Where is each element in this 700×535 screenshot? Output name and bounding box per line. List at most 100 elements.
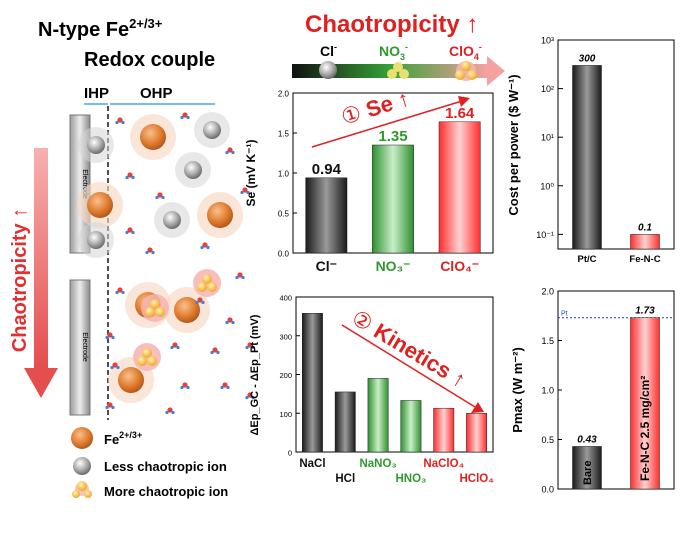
y-tick-label: 200 [279,371,292,380]
seebeck-bar [305,177,348,254]
legend-fe: Fe2+/3+ [104,430,142,447]
ihp-label: IHP [84,85,109,102]
header-clo4-cluster-icon [455,61,477,81]
cost-frame [557,39,675,250]
kinetics-trend-arrow-head [471,402,484,413]
cost-chart: 10⁻¹ 10⁰ 10¹ 10² 10³ 300 Pt/C 0.1 Fe-N-C Cost p… [506,36,675,265]
chaotropicity-title: Chaotropicity ↑ [305,11,478,38]
seebeck-value-label: 1.35 [378,128,407,145]
water-molecule [210,347,220,355]
water-molecule [200,242,210,250]
kinetics-bar [400,400,422,453]
water-molecule [105,402,115,410]
header-no3-cluster-icon [387,62,409,79]
water-molecule [195,297,205,305]
water-molecule [245,342,255,350]
cost-ylabel: Cost per power ($ W⁻¹) [506,74,521,215]
ohp-label: OHP [140,85,173,102]
water-molecule [115,117,125,125]
less-chaotropic-ion [163,211,181,229]
seebeck-bar [372,144,414,254]
kinetics-bar [466,413,488,453]
electrode-label-bottom: Electrode [81,332,88,362]
y-tick-label: 2.0 [541,287,554,297]
water-molecule [220,382,230,390]
y-tick-label: 1.5 [278,130,290,139]
water-molecule [235,272,245,280]
schematic-title-line2: Redox couple [84,49,215,71]
more-chaotropic-ion [193,269,221,297]
y-tick-label: 0 [288,449,292,458]
kinetics-ylabel: ΔEp_GC - ΔEp_Pt (mV) [249,314,261,435]
y-tick-label: 0.5 [541,435,554,445]
seebeck-trend-arrow [311,100,463,148]
gray-sphere-icon [73,457,91,475]
cost-bar [572,65,602,250]
kinetics-chart: 0 100 200 300 400 NaCl HCl NaNO₃ HNO₃ NaClO₄ HClO… [249,294,494,486]
seebeck-value-label: 1.64 [445,105,475,122]
pt-reference-label: Pt [561,311,568,318]
water-molecule [125,227,135,235]
y-tick-label: 100 [279,410,292,419]
kinetics-bar [367,378,389,453]
electrode-label-top: Electrode [81,169,88,199]
water-molecule [145,247,155,255]
seebeck-trend-arrow-head [458,96,470,107]
y-tick-label: 10⁻¹ [536,230,554,240]
water-molecule [180,112,190,120]
y-tick-label: 0.0 [278,250,290,259]
seebeck-category-label: Cl⁻ [316,258,337,274]
less-chaotropic-ion [184,161,202,179]
fe-ion [140,124,166,150]
water-molecule [170,342,180,350]
y-tick-label: 1.5 [541,336,554,346]
orange-sphere-icon [71,427,93,449]
seebeck-category-label: ClO₄⁻ [440,258,479,274]
water-molecule [165,407,175,415]
water-molecule [105,332,115,340]
y-tick-label: 400 [279,294,292,303]
header-ion-clo4: ClO4- [449,42,482,62]
chaotropicity-arrow-shaft [34,148,48,368]
pmax-category-label: Fe-N-C 2.5 mg/cm² [638,376,652,481]
cost-category-label: Fe-N-C [629,254,660,265]
kinetics-bar [433,407,455,453]
less-chaotropic-ion [87,231,105,249]
y-tick-label: 10¹ [541,133,554,143]
legend-more-chaotropic: More chaotropic ion [104,484,228,499]
water-molecule [225,147,235,155]
y-tick-label: 0.0 [541,485,554,495]
kinetics-category-label: HClO₄ [459,473,493,485]
y-tick-label: 10⁰ [540,181,554,191]
y-tick-label: 0.5 [278,210,290,219]
pmax-chart: 0.0 0.5 1.0 1.5 2.0 Pt 0.43 Bare 1.73 Fe-N-C 2.5… [510,287,675,495]
water-molecule [125,172,135,180]
y-tick-label: 1.0 [541,386,554,396]
header-ion-no3: NO3- [379,42,408,62]
gradient-arrow-head [487,56,505,86]
seebeck-chart: 0.0 0.5 1.0 1.5 2.0 0.94 Cl⁻ 1.35 NO₃⁻ 1.64 ClO₄⁻… [244,85,494,274]
pmax-value-label: 1.73 [635,306,655,317]
water-molecule [240,187,250,195]
schematic-title-line1: N-type Fe2+/3+ [38,16,163,41]
seebeck-ylabel: Se (mV K⁻¹) [244,139,258,206]
pmax-ylabel: Pmax (W m⁻²) [510,347,525,433]
yellow-cluster-icon [72,481,92,498]
legend-less-chaotropic: Less chaotropic ion [104,459,227,474]
y-tick-label: 10² [541,84,554,94]
water-molecule [110,362,120,370]
y-tick-label: 1.0 [278,170,290,179]
less-chaotropic-ion [203,121,221,139]
pmax-category-label: Bare [582,461,594,485]
water-molecule [245,392,255,400]
cost-value-label: 300 [579,53,596,64]
fe-ion [207,202,233,228]
y-tick-label: 2.0 [278,90,290,99]
kinetics-category-label: HNO₃ [395,473,426,485]
y-tick-label: 300 [279,332,292,341]
cost-bar [630,234,660,250]
water-molecule [180,382,190,390]
kinetics-category-label: NaNO₃ [359,458,396,470]
kinetics-trend-arrow [341,324,476,408]
